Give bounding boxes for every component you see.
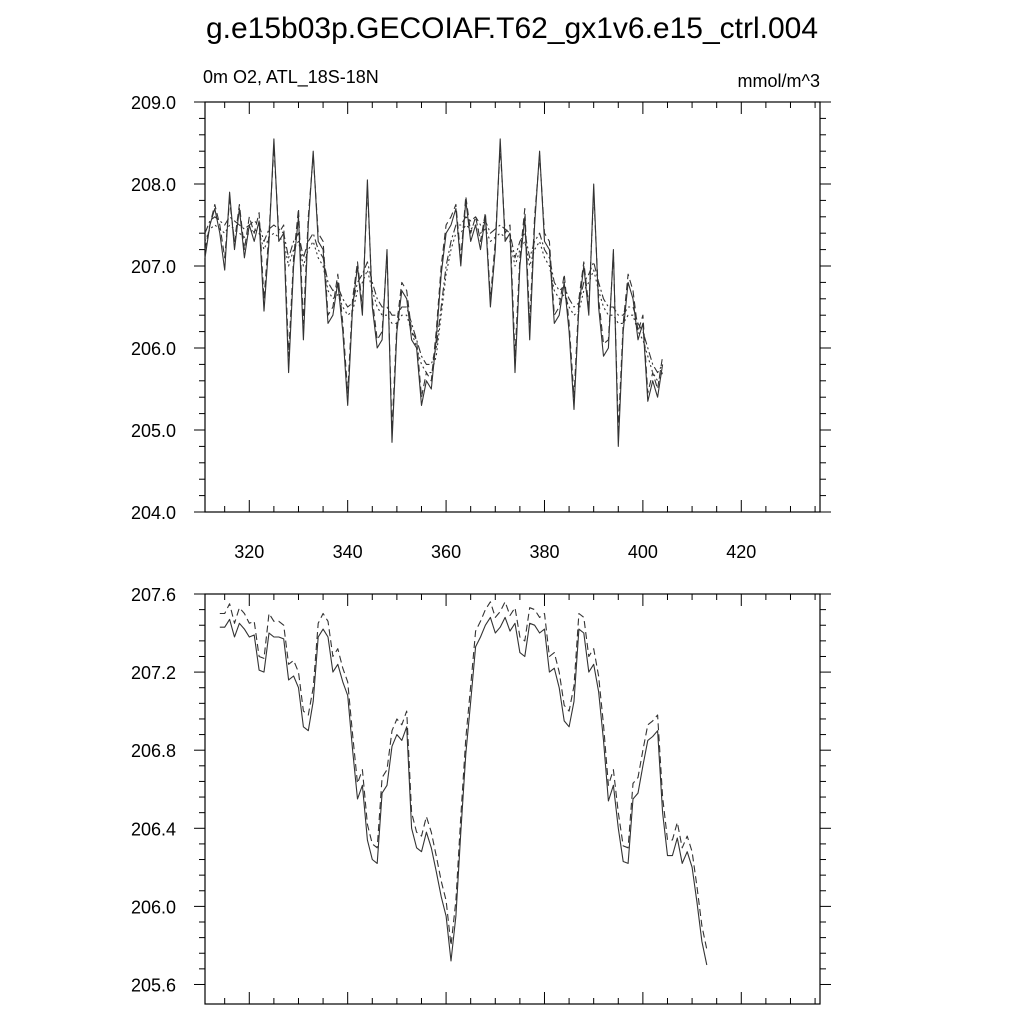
y-tick-label: 207.0	[131, 257, 176, 277]
x-tick-label: 380	[529, 542, 559, 562]
bottom-series-lines	[219, 601, 708, 966]
top-axis-ticks: 320 340 360 380 400 420 204.0 205.0 206.0 207.0 20…	[131, 93, 831, 562]
y-tick-label: 209.0	[131, 93, 176, 113]
top-series-lines	[204, 138, 664, 447]
y-tick-label: 206.0	[131, 339, 176, 359]
series-line-dashdot	[204, 216, 664, 374]
y-tick-label: 208.0	[131, 175, 176, 195]
series-line-dashed	[219, 601, 708, 950]
series-line-solid	[204, 138, 664, 447]
y-tick-label: 206.8	[131, 741, 176, 761]
bottom-axis-ticks: 205.6 206.0 206.4 206.8 207.2 207.6	[131, 585, 831, 1004]
x-tick-label: 360	[431, 542, 461, 562]
y-tick-label: 207.2	[131, 663, 176, 683]
x-tick-label: 420	[726, 542, 756, 562]
page-title: g.e15b03p.GECOIAF.T62_gx1v6.e15_ctrl.004	[206, 12, 818, 45]
top-panel-left-label: 0m O2, ATL_18S-18N	[203, 67, 379, 88]
x-tick-label: 400	[628, 542, 658, 562]
bottom-plot-frame	[204, 593, 821, 1005]
top-panel-units-label: mmol/m^3	[738, 71, 820, 91]
y-tick-label: 206.0	[131, 897, 176, 917]
y-tick-label: 207.6	[131, 585, 176, 605]
bottom-panel: 205.6 206.0 206.4 206.8 207.2 207.6	[131, 585, 831, 1005]
y-tick-label: 205.0	[131, 421, 176, 441]
x-tick-label: 340	[333, 542, 363, 562]
y-tick-label: 205.6	[131, 975, 176, 995]
y-tick-label: 206.4	[131, 819, 176, 839]
x-tick-label: 320	[234, 542, 264, 562]
top-panel: 0m O2, ATL_18S-18N mmol/m^3 320 340 360 380…	[131, 67, 831, 562]
top-plot-frame	[204, 101, 821, 513]
y-tick-label: 204.0	[131, 503, 176, 523]
series-line-solid	[219, 616, 708, 966]
series-line-dotted	[204, 224, 664, 382]
